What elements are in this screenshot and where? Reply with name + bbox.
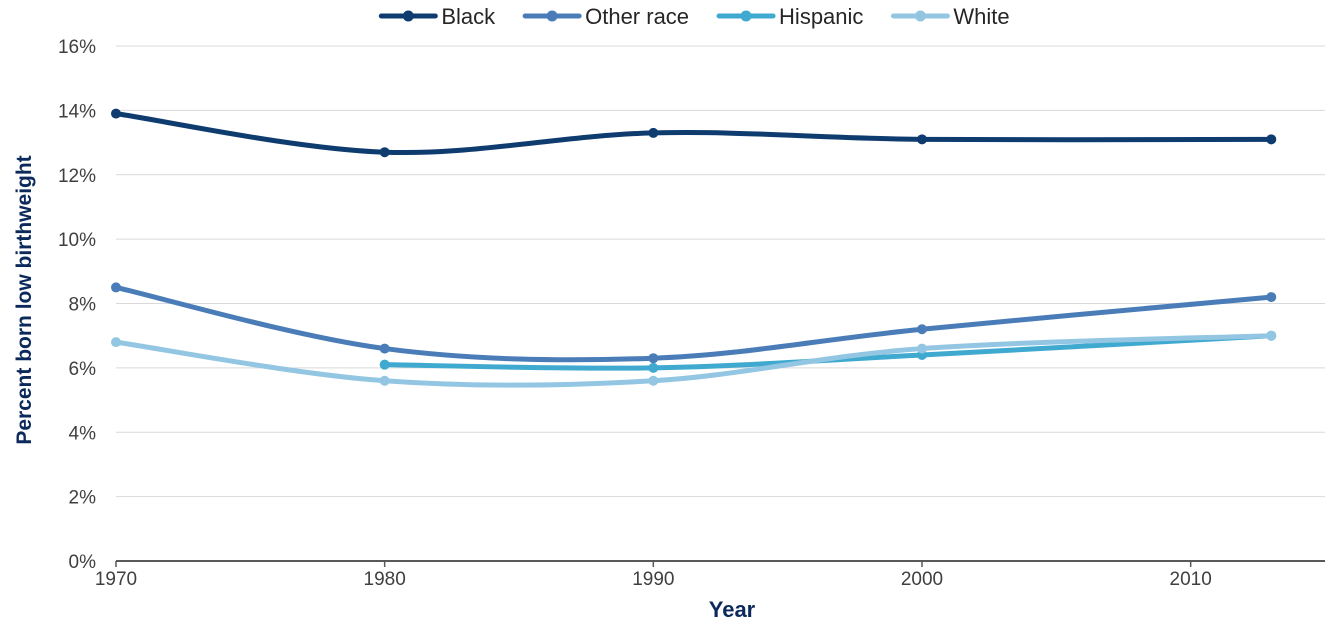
data-point — [111, 282, 121, 293]
gridlines — [116, 45, 1325, 498]
y-tick-label: 14% — [58, 101, 96, 122]
legend-label: Other race — [585, 4, 689, 29]
y-tick-label: 0% — [69, 552, 97, 573]
y-tick-label: 12% — [58, 166, 96, 187]
y-axis-title: Percent born low birthweight — [13, 155, 36, 444]
data-point — [648, 362, 659, 373]
series-line-other-race — [113, 284, 1274, 363]
x-tick-label: 1980 — [364, 569, 406, 590]
data-point — [111, 108, 121, 119]
data-point — [648, 127, 659, 138]
series-line-black — [113, 111, 1274, 156]
data-point — [917, 324, 927, 335]
legend: Black Other race Hispanic White — [378, 4, 1010, 29]
legend-item-other-race: Other race — [522, 4, 689, 29]
data-point — [379, 375, 390, 386]
legend-marker — [914, 10, 926, 22]
legend-label: White — [953, 4, 1009, 29]
data-point — [1266, 330, 1277, 341]
x-tick-label: 1990 — [632, 569, 674, 590]
y-tick-label: 8% — [69, 295, 97, 316]
y-tick-label: 10% — [58, 230, 96, 251]
x-axis-ticks: 1970 1980 1990 2000 2010 — [95, 561, 1212, 590]
y-tick-label: 2% — [69, 488, 97, 509]
data-point — [1266, 134, 1277, 145]
data-point — [1266, 292, 1277, 303]
data-point — [917, 343, 927, 354]
series-other-race — [111, 282, 1277, 364]
legend-marker — [546, 10, 558, 22]
y-tick-label: 4% — [69, 423, 97, 444]
series-black — [111, 108, 1277, 158]
x-tick-label: 2000 — [901, 569, 943, 590]
data-point — [917, 134, 927, 145]
y-tick-label: 16% — [58, 37, 96, 58]
legend-marker — [402, 10, 414, 22]
x-tick-label: 2010 — [1170, 569, 1212, 590]
legend-label: Black — [441, 4, 496, 29]
data-point — [648, 353, 659, 364]
data-point — [111, 337, 121, 348]
y-axis-ticks: 0% 2% 4% 6% 8% 10% 12% 14% 16% — [58, 37, 96, 573]
data-point — [648, 375, 659, 386]
y-tick-label: 6% — [69, 359, 97, 380]
x-axis-title: Year — [709, 597, 756, 621]
data-point — [379, 359, 390, 370]
series-line-white — [113, 333, 1274, 388]
data-point — [379, 147, 390, 158]
x-tick-label: 1970 — [95, 569, 137, 590]
series-layer — [111, 108, 1277, 388]
legend-item-white: White — [890, 4, 1010, 29]
legend-marker — [740, 10, 752, 22]
legend-item-hispanic: Hispanic — [716, 4, 863, 29]
legend-item-black: Black — [378, 4, 496, 29]
data-point — [379, 343, 390, 354]
legend-label: Hispanic — [779, 4, 863, 29]
series-white — [111, 330, 1277, 388]
